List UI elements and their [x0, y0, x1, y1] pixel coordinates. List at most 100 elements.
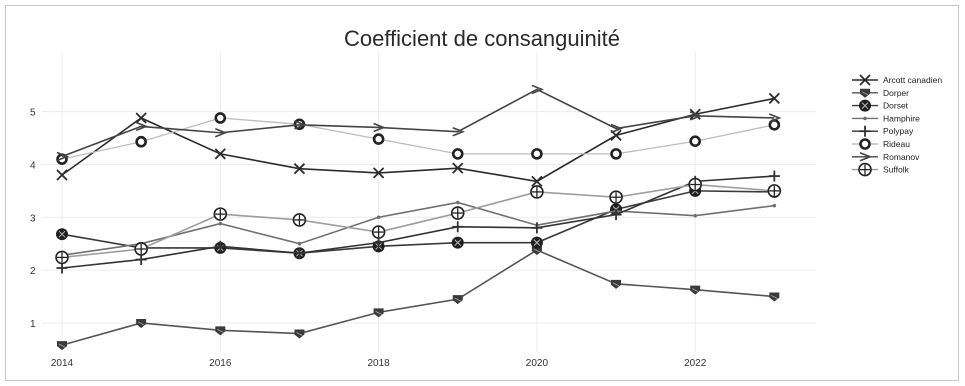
- series-line-rideau: [61, 117, 775, 160]
- legend-label-rideau: Rideau: [883, 139, 910, 149]
- legend-item-arcott-canadien: Arcott canadien: [852, 74, 942, 86]
- data-point-romanov: [769, 113, 782, 123]
- series-polypay: [56, 170, 780, 274]
- data-point-dorper: [373, 308, 384, 318]
- data-point-rideau: [689, 135, 701, 148]
- chart-title: Coefficient de consanguinité: [344, 26, 620, 51]
- legend-marker-suffolk: [858, 162, 872, 177]
- series-dorper: [57, 246, 780, 351]
- data-point-suffolk: [688, 177, 702, 192]
- series-line-polypay: [61, 175, 775, 269]
- data-point-rideau: [531, 148, 543, 160]
- legend-item-dorper: Dorper: [852, 88, 909, 98]
- data-point-suffolk: [530, 185, 544, 199]
- data-point-romanov: [56, 151, 70, 162]
- data-point-dorper: [611, 279, 622, 289]
- axis-labels: 1 2 3 4 5 2014 2016 2018 2020 2022: [30, 108, 707, 369]
- x-tick-label: 2014: [51, 358, 74, 369]
- legend-item-polypay: Polypay: [852, 125, 914, 137]
- legend-label-dorper: Dorper: [883, 88, 909, 98]
- series-arcott-canadien: [56, 92, 780, 187]
- data-point-romanov: [135, 121, 149, 132]
- legend-item-hamphire: Hamphire: [852, 113, 920, 123]
- legend: Arcott canadien Dorper Dorset Hamphire Polyp…: [852, 74, 942, 177]
- legend-label-polypay: Polypay: [883, 126, 914, 136]
- legend-marker-rideau: [859, 138, 871, 150]
- y-tick-label: 2: [30, 266, 36, 277]
- legend-marker-dorper: [860, 88, 870, 98]
- data-point-polypay: [56, 262, 68, 274]
- x-tick-label: 2016: [209, 358, 232, 369]
- data-point-dorper: [690, 285, 701, 295]
- legend-item-dorset: Dorset: [852, 99, 909, 112]
- data-point-polypay: [768, 170, 780, 182]
- data-point-rideau: [135, 135, 147, 148]
- data-point-arcott-canadien: [768, 92, 780, 105]
- data-point-suffolk: [609, 190, 623, 205]
- series-layer: [55, 84, 782, 351]
- data-point-dorset: [451, 236, 464, 249]
- y-tick-label: 5: [30, 108, 36, 119]
- data-point-dorper: [452, 295, 463, 305]
- data-point-romanov: [294, 120, 307, 130]
- series-line-suffolk: [61, 183, 775, 259]
- series-line-arcott-canadien: [61, 97, 775, 183]
- data-point-romanov: [689, 111, 703, 121]
- data-point-dorper: [294, 329, 305, 339]
- data-point-arcott-canadien: [214, 148, 226, 160]
- data-point-arcott-canadien: [293, 163, 306, 175]
- data-point-suffolk: [213, 207, 228, 221]
- data-point-romanov: [531, 84, 545, 95]
- legend-label-hamphire: Hamphire: [883, 113, 920, 123]
- chart-frame: [5, 5, 959, 381]
- data-point-suffolk: [134, 242, 148, 256]
- series-line-dorset: [61, 190, 775, 255]
- legend-label-suffolk: Suffolk: [883, 165, 910, 175]
- series-line-romanov: [61, 88, 775, 158]
- x-tick-label: 2022: [684, 358, 707, 369]
- x-tick-label: 2020: [526, 358, 549, 369]
- data-point-rideau: [451, 148, 464, 160]
- data-point-polypay: [135, 254, 147, 266]
- legend-item-suffolk: Suffolk: [852, 162, 910, 177]
- data-point-polypay: [214, 240, 226, 252]
- data-point-suffolk: [55, 250, 69, 265]
- data-point-arcott-canadien: [372, 167, 385, 179]
- legend-marker-polypay: [859, 125, 871, 137]
- series-romanov: [56, 84, 782, 162]
- legend-label-romanov: Romanov: [883, 152, 920, 162]
- data-point-romanov: [373, 122, 386, 133]
- data-point-hamphire: [455, 200, 460, 205]
- data-point-dorset: [56, 228, 68, 241]
- data-point-dorper: [769, 292, 780, 302]
- series-line-hamphire: [61, 201, 775, 257]
- data-point-suffolk: [450, 206, 465, 220]
- data-point-romanov: [215, 128, 228, 138]
- legend-item-rideau: Rideau: [852, 138, 910, 150]
- data-point-romanov: [610, 123, 624, 134]
- data-point-suffolk: [767, 184, 782, 198]
- data-point-dorper: [57, 341, 67, 351]
- series-line-dorper: [61, 249, 775, 346]
- data-point-polypay: [293, 247, 305, 259]
- legend-label-dorset: Dorset: [883, 101, 909, 111]
- data-point-hamphire: [772, 203, 777, 208]
- data-point-arcott-canadien: [452, 162, 464, 174]
- data-point-dorper: [215, 326, 226, 336]
- data-point-dorper: [531, 246, 542, 256]
- data-point-dorper: [136, 318, 147, 328]
- legend-marker-dorset: [859, 99, 871, 112]
- series-rideau: [56, 112, 781, 165]
- data-point-polypay: [373, 237, 385, 249]
- data-point-romanov: [452, 126, 465, 137]
- data-point-hamphire: [297, 241, 302, 246]
- x-tick-label: 2018: [367, 358, 390, 369]
- data-point-hamphire: [218, 221, 223, 226]
- data-point-dorset: [530, 236, 543, 249]
- data-point-hamphire: [693, 213, 697, 218]
- data-point-arcott-canadien: [135, 112, 147, 124]
- data-point-arcott-canadien: [531, 175, 543, 187]
- data-point-rideau: [610, 148, 622, 160]
- data-point-polypay: [452, 221, 464, 233]
